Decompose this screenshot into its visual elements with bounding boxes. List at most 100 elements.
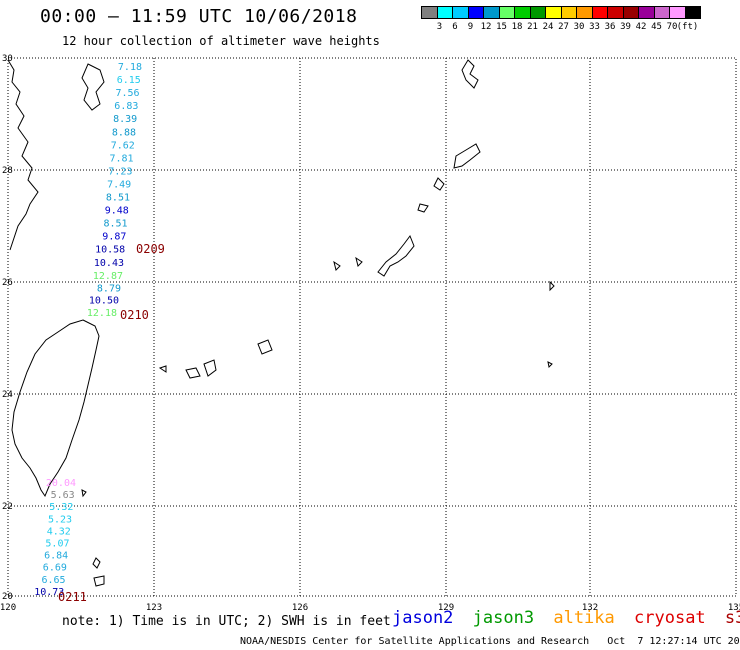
color-scale-tick: 21 [527, 22, 538, 32]
swh-value: 6.84 [44, 551, 68, 562]
swh-value: 9.48 [105, 206, 129, 217]
color-swatch [545, 6, 562, 19]
color-scale-tick: 18 [511, 22, 523, 32]
swh-value: 5.07 [45, 539, 69, 550]
color-swatch [653, 6, 670, 19]
miyako-island [257, 339, 273, 355]
color-swatch [684, 6, 701, 19]
longitude-tick: 129 [438, 603, 454, 613]
color-swatch [467, 6, 484, 19]
color-scale-tick: 27 [558, 22, 569, 32]
babuyan-islands [93, 575, 105, 587]
swh-value: 5.63 [51, 490, 75, 501]
swh-value: 8.51 [104, 219, 128, 230]
color-scale-tick: 12 [480, 22, 492, 32]
kyushu-coastline [461, 59, 479, 89]
swh-value: 8.51 [106, 193, 130, 204]
color-swatch [483, 6, 500, 19]
kume-island [333, 260, 341, 271]
swh-value: 5.32 [49, 502, 73, 513]
color-scale-tick: 9 [467, 22, 474, 32]
swh-value: 10.43 [94, 258, 124, 269]
color-scale-tick: (ft) [676, 22, 699, 32]
color-scale-tick: 45 [651, 22, 662, 32]
longitude-tick: 126 [292, 603, 308, 613]
swh-value: 20.04 [46, 478, 76, 489]
daito-islands [549, 280, 555, 292]
units-note: note: 1) Time is in UTC; 2) SWH is in fe… [62, 614, 391, 629]
okinawa-island [377, 234, 415, 277]
pass-time-label: 0210 [120, 308, 149, 322]
map-frame [7, 57, 737, 597]
latitude-tick: 26 [2, 278, 13, 288]
longitude-tick: 120 [0, 603, 16, 613]
latitude-tick: 30 [2, 54, 13, 64]
color-scale-tick: 70 [666, 22, 678, 32]
color-scale-tick: 42 [635, 22, 647, 32]
swh-value: 7.49 [107, 179, 131, 190]
swh-value: 12.87 [93, 271, 123, 282]
swh-value: 6.69 [43, 563, 67, 574]
swh-value: 9.87 [102, 232, 126, 243]
color-swatch [622, 6, 639, 19]
ishigaki-island [203, 359, 217, 377]
latitude-tick: 24 [2, 390, 13, 400]
color-swatch [514, 6, 531, 19]
color-scale-tick: 33 [589, 22, 600, 32]
color-swatch [529, 6, 546, 19]
color-swatch [436, 6, 453, 19]
swh-value: 8.39 [113, 114, 137, 125]
credit-line: NOAA/NESDIS Center for Satellite Applica… [240, 636, 740, 647]
swh-value: 7.23 [108, 166, 132, 177]
color-scale-tick: 6 [452, 22, 458, 32]
taiwan-coastline [11, 319, 100, 498]
tokunoshima [433, 177, 445, 191]
color-swatch [576, 6, 593, 19]
swh-value: 12.18 [87, 308, 117, 319]
longitude-tick: 123 [146, 603, 162, 613]
color-swatch [421, 6, 438, 19]
legend-jason3: jason3 [472, 608, 535, 628]
swh-value: 10.50 [89, 296, 119, 307]
legend-cryosat: cryosat [634, 608, 706, 628]
longitude-tick: 135 [728, 603, 740, 613]
swh-value: 7.62 [111, 140, 135, 151]
color-scale-ticks: 3 6 9 12 15 18 21 24 27 30 33 36 39 42 45 70 (ft) [422, 22, 740, 34]
color-scale-tick: 3 [436, 22, 443, 32]
color-scale-bar [421, 6, 701, 19]
legend-altika: altika [553, 608, 615, 628]
swh-value: 6.15 [117, 75, 141, 86]
graticule [7, 57, 737, 597]
yonaguni-island [158, 365, 167, 373]
oki-daito [547, 361, 553, 369]
swh-value: 7.81 [110, 153, 134, 164]
legend-s3a: s3a [724, 608, 740, 628]
latitude-tick: 20 [2, 592, 13, 602]
color-scale-tick: 30 [573, 22, 585, 32]
color-scale-tick: 36 [604, 22, 616, 32]
swh-value: 6.83 [114, 101, 138, 112]
pass-time-label: 0211 [58, 590, 87, 604]
color-swatch [498, 6, 515, 19]
lanyu-island [81, 489, 87, 498]
latitude-tick: 22 [2, 502, 13, 512]
iriomote-island [185, 367, 201, 379]
swh-value: 7.56 [116, 88, 140, 99]
legend-jason2: jason2 [392, 608, 454, 628]
color-swatch [560, 6, 577, 19]
swh-value: 6.65 [42, 575, 66, 586]
longitude-tick: 132 [582, 603, 598, 613]
color-swatch [638, 6, 655, 19]
color-scale-tick: 15 [496, 22, 507, 32]
okinoerabu [417, 203, 429, 213]
china-coastline [7, 59, 39, 251]
swh-value: 4.32 [47, 526, 71, 537]
zhoushan-islands [81, 63, 105, 111]
map-subtitle: 12 hour collection of altimeter wave hei… [62, 34, 380, 48]
coastlines [7, 59, 555, 587]
satellite-legend: jason2 jason3 altika cryosat s3a [392, 608, 740, 628]
latitude-tick: 28 [2, 166, 13, 176]
kerama-islands [355, 256, 363, 267]
batanes-islands [92, 557, 101, 569]
color-swatch [607, 6, 624, 19]
